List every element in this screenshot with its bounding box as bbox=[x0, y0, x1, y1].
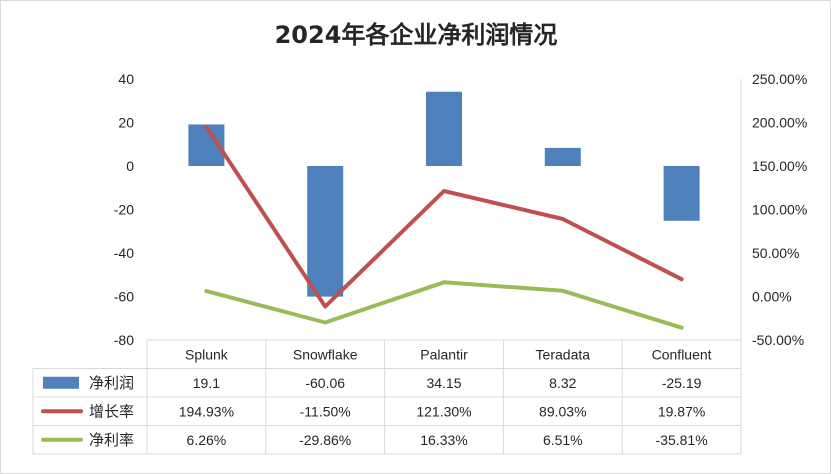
left-axis-tick-label: 20 bbox=[118, 115, 134, 131]
table-cell: -11.50% bbox=[300, 403, 351, 419]
table-cell: 194.93% bbox=[179, 403, 234, 419]
table-header-snowflake: Snowflake bbox=[293, 346, 358, 362]
right-axis-tick-label: 50.00% bbox=[752, 245, 799, 261]
table-cell: -60.06 bbox=[305, 375, 345, 391]
table-cell: 6.51% bbox=[543, 432, 583, 448]
right-axis-tick-label: 200.00% bbox=[752, 115, 807, 131]
bar-snowflake bbox=[307, 166, 344, 297]
table-cell: 121.30% bbox=[416, 403, 471, 419]
table-cell: 6.26% bbox=[187, 432, 227, 448]
legend-label: 净利润 bbox=[89, 374, 134, 392]
line-series-net-margin bbox=[204, 280, 684, 330]
table-cell: 19.1 bbox=[193, 375, 220, 391]
table-cell: 34.15 bbox=[426, 375, 461, 391]
table-header-palantir: Palantir bbox=[420, 346, 468, 362]
right-axis-tick-label: 100.00% bbox=[752, 202, 807, 218]
bar-palantir bbox=[426, 91, 462, 166]
right-axis-tick-label: 0.00% bbox=[752, 289, 792, 305]
table-cell: 8.32 bbox=[549, 375, 576, 391]
bar-teradata bbox=[544, 147, 581, 166]
table-cell: 89.03% bbox=[539, 403, 586, 419]
table-header-teradata: Teradata bbox=[536, 346, 591, 362]
table-cell: -29.86% bbox=[299, 432, 351, 448]
legend-label: 增长率 bbox=[89, 402, 134, 420]
right-axis-tick-label: 150.00% bbox=[752, 158, 807, 174]
table-cell: 16.33% bbox=[420, 432, 467, 448]
bar-confluent bbox=[663, 166, 700, 221]
line-series-growth-rate bbox=[204, 124, 684, 309]
right-axis-tick-label: -50.00% bbox=[752, 332, 804, 348]
right-axis-tick-label: 250.00% bbox=[752, 71, 807, 87]
table-header-confluent: Confluent bbox=[652, 346, 712, 362]
table-cell: 19.87% bbox=[658, 403, 705, 419]
left-axis-tick-label: -60 bbox=[114, 289, 134, 305]
chart-title: 2024年各企业净利润情况 bbox=[275, 21, 558, 49]
table-cell: -35.81% bbox=[656, 432, 708, 448]
left-axis-tick-label: -80 bbox=[114, 332, 134, 348]
left-axis-tick-label: -40 bbox=[114, 245, 134, 261]
table-cell: -25.19 bbox=[662, 375, 702, 391]
left-axis-tick-label: -20 bbox=[114, 202, 134, 218]
legend-label: 净利率 bbox=[89, 431, 134, 449]
left-axis-tick-label: 0 bbox=[126, 158, 134, 174]
legend-key-bar bbox=[43, 376, 79, 389]
left-axis-tick-label: 40 bbox=[118, 71, 134, 87]
table-header-splunk: Splunk bbox=[185, 346, 229, 362]
